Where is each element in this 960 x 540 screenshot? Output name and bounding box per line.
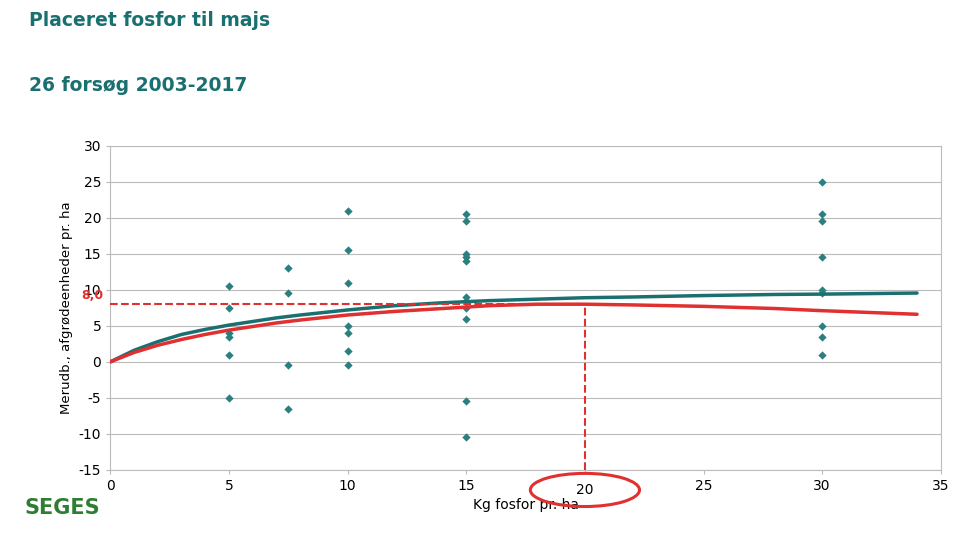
- Point: [222, 332, 237, 341]
- Point: [814, 253, 829, 262]
- Point: [459, 217, 474, 226]
- Point: [814, 178, 829, 186]
- Point: [814, 321, 829, 330]
- Point: [814, 332, 829, 341]
- Point: [459, 296, 474, 305]
- Point: [340, 361, 355, 370]
- Point: [814, 350, 829, 359]
- Point: [459, 249, 474, 258]
- Point: [340, 278, 355, 287]
- Point: [340, 329, 355, 338]
- Point: [340, 321, 355, 330]
- Legend: Brutto, Netto, 10 kr. pr. kg fosfor, 97 kr. pr. a.e.: Brutto, Netto, 10 kr. pr. kg fosfor, 97 …: [350, 535, 783, 540]
- Point: [814, 286, 829, 294]
- Text: 20: 20: [576, 483, 593, 497]
- Point: [814, 289, 829, 298]
- Point: [459, 303, 474, 312]
- Point: [280, 404, 296, 413]
- Text: SEGES: SEGES: [24, 498, 100, 518]
- Point: [280, 289, 296, 298]
- X-axis label: Kg fosfor pr. ha: Kg fosfor pr. ha: [472, 498, 579, 512]
- Point: [459, 210, 474, 219]
- Point: [459, 397, 474, 406]
- Text: Placeret fosfor til majs: Placeret fosfor til majs: [29, 11, 270, 30]
- Point: [814, 210, 829, 219]
- Point: [814, 217, 829, 226]
- Point: [459, 433, 474, 442]
- Point: [340, 246, 355, 254]
- Point: [340, 347, 355, 355]
- Point: [459, 314, 474, 323]
- Text: 8,0: 8,0: [82, 289, 104, 302]
- Point: [280, 264, 296, 273]
- Y-axis label: Merudb., afgrødeenheder pr. ha: Merudb., afgrødeenheder pr. ha: [60, 201, 73, 414]
- Point: [222, 394, 237, 402]
- Point: [459, 253, 474, 262]
- Point: [280, 361, 296, 370]
- Text: 26 forsøg 2003-2017: 26 forsøg 2003-2017: [29, 76, 247, 94]
- Point: [222, 350, 237, 359]
- Point: [222, 303, 237, 312]
- Point: [222, 282, 237, 291]
- Point: [222, 329, 237, 338]
- Point: [459, 256, 474, 265]
- Point: [340, 206, 355, 215]
- Point: [459, 293, 474, 301]
